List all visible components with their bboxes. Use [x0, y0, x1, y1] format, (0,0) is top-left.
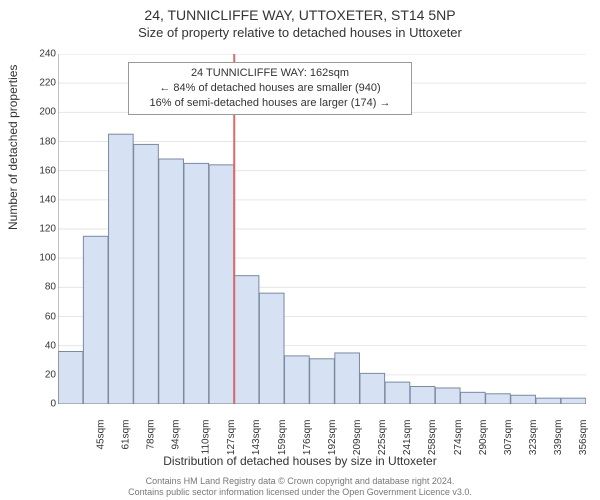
y-tick-label: 40: [28, 340, 56, 351]
x-tick-label: 241sqm: [402, 420, 413, 456]
y-tick-label: 240: [28, 49, 56, 60]
y-tick-label: 120: [28, 224, 56, 235]
x-tick-label: 209sqm: [352, 420, 363, 456]
y-tick-label: 200: [28, 107, 56, 118]
y-axis-ticks: 020406080100120140160180200220240: [28, 54, 56, 404]
x-tick-label: 307sqm: [503, 420, 514, 456]
y-tick-label: 80: [28, 282, 56, 293]
x-axis-ticks: 45sqm 61sqm 78sqm 94sqm 110sqm 127sqm 143sqm 15…: [58, 404, 586, 454]
x-tick-label: 143sqm: [252, 420, 263, 456]
x-tick-label: 45sqm: [95, 420, 106, 450]
y-axis-label: Number of detached properties: [6, 65, 20, 230]
x-tick-label: 274sqm: [453, 420, 464, 456]
y-tick-label: 220: [28, 78, 56, 89]
x-tick-label: 225sqm: [377, 420, 388, 456]
x-tick-label: 159sqm: [277, 420, 288, 456]
footer-attribution: Contains HM Land Registry data © Crown c…: [0, 476, 600, 499]
x-tick-label: 356sqm: [578, 420, 589, 456]
x-axis-label: Distribution of detached houses by size …: [0, 454, 600, 468]
y-tick-label: 20: [28, 369, 56, 380]
x-tick-label: 127sqm: [226, 420, 237, 456]
x-tick-label: 61sqm: [120, 420, 131, 450]
info-line-3: 16% of semi-detached houses are larger (…: [137, 96, 403, 111]
x-tick-label: 258sqm: [428, 420, 439, 456]
chart-area: 24 TUNNICLIFFE WAY: 162sqm ← 84% of deta…: [58, 54, 586, 404]
footer-line-1: Contains HM Land Registry data © Crown c…: [0, 476, 600, 487]
x-tick-label: 176sqm: [302, 420, 313, 456]
info-line-1: 24 TUNNICLIFFE WAY: 162sqm: [137, 66, 403, 81]
page-title: 24, TUNNICLIFFE WAY, UTTOXETER, ST14 5NP: [0, 0, 600, 25]
y-tick-label: 60: [28, 311, 56, 322]
y-tick-label: 180: [28, 136, 56, 147]
y-tick-label: 140: [28, 194, 56, 205]
x-tick-label: 94sqm: [171, 420, 182, 450]
y-tick-label: 0: [28, 399, 56, 410]
info-line-2: ← 84% of detached houses are smaller (94…: [137, 81, 403, 96]
x-tick-label: 78sqm: [145, 420, 156, 450]
x-tick-label: 192sqm: [327, 420, 338, 456]
page-subtitle: Size of property relative to detached ho…: [0, 25, 600, 40]
y-tick-label: 100: [28, 253, 56, 264]
y-tick-label: 160: [28, 165, 56, 176]
x-tick-label: 339sqm: [553, 420, 564, 456]
footer-line-2: Contains public sector information licen…: [0, 487, 600, 498]
x-tick-label: 110sqm: [200, 420, 211, 455]
x-tick-label: 290sqm: [478, 420, 489, 456]
info-box: 24 TUNNICLIFFE WAY: 162sqm ← 84% of deta…: [128, 62, 412, 115]
x-tick-label: 323sqm: [528, 420, 539, 456]
